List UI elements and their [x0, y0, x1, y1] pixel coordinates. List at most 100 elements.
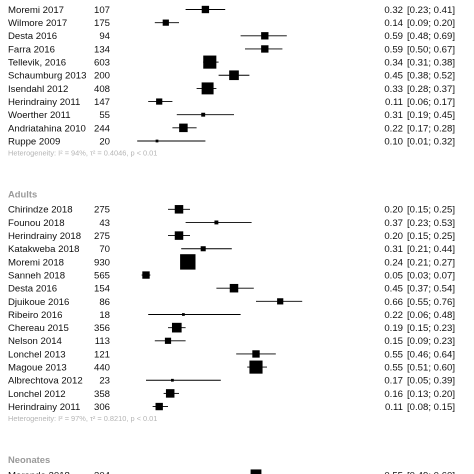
point-estimate-box	[214, 220, 219, 225]
point-estimate-box	[252, 350, 260, 358]
study-name: Wilmore 2017	[8, 18, 67, 29]
confidence-interval-text: [0.17; 0.28]	[407, 123, 455, 134]
study-sample-size: 55	[99, 110, 110, 121]
point-estimate-box	[155, 402, 163, 411]
confidence-interval-text: [0.23; 0.53]	[407, 218, 455, 229]
confidence-interval-text: [0.38; 0.52]	[407, 71, 455, 82]
study-sample-size: 23	[99, 376, 110, 387]
point-estimate-box	[249, 360, 263, 374]
point-estimate-box	[229, 283, 239, 293]
study-sample-size: 43	[99, 218, 110, 229]
point-estimate-box	[261, 45, 269, 53]
estimate-value: 0.59	[384, 31, 403, 42]
confidence-interval-text: [0.05; 0.39]	[407, 376, 455, 387]
estimate-value: 0.66	[384, 297, 403, 308]
estimate-value: 0.32	[384, 5, 403, 16]
point-estimate-box	[179, 123, 188, 133]
study-sample-size: 244	[94, 123, 111, 134]
confidence-interval-text: [0.51; 0.60]	[407, 363, 455, 374]
study-name: Chirindze 2018	[8, 205, 73, 216]
study-name: Lonchel 2013	[8, 349, 66, 360]
study-name: Nelson 2014	[8, 336, 63, 347]
study-sample-size: 275	[94, 231, 110, 242]
estimate-value: 0.45	[384, 284, 403, 295]
estimate-value: 0.45	[384, 71, 403, 82]
point-estimate-box	[201, 82, 214, 95]
confidence-interval-text: [0.48; 0.69]	[407, 31, 455, 42]
study-name: Ribeiro 2016	[8, 310, 62, 321]
confidence-interval-text: [0.49; 0.60]	[407, 470, 455, 474]
point-estimate-box	[250, 469, 262, 474]
study-sample-size: 20	[99, 136, 110, 147]
study-name: Katakweba 2018	[8, 244, 79, 255]
point-estimate-box	[156, 98, 163, 105]
study-sample-size: 275	[94, 205, 110, 216]
confidence-interval-text: [0.21; 0.44]	[407, 244, 455, 255]
study-name: Desta 2016	[8, 284, 57, 295]
study-sample-size: 306	[94, 402, 110, 413]
confidence-interval-text: [0.31; 0.38]	[407, 58, 455, 69]
confidence-interval-text: [0.15; 0.25]	[407, 205, 455, 216]
study-name: Lonchel 2012	[8, 389, 66, 400]
estimate-value: 0.37	[384, 218, 403, 229]
estimate-value: 0.33	[384, 84, 403, 95]
point-estimate-box	[180, 254, 196, 270]
estimate-value: 0.16	[384, 389, 403, 400]
study-name: Tellevik, 2016	[8, 58, 66, 69]
study-sample-size: 147	[94, 97, 110, 108]
heterogeneity-statistic: Heterogeneity: I² = 94%, τ² = 0.4046, p …	[8, 148, 157, 157]
confidence-interval-text: [0.19; 0.45]	[407, 110, 455, 121]
estimate-value: 0.31	[384, 244, 403, 255]
estimate-value: 0.10	[384, 136, 403, 147]
study-sample-size: 113	[95, 336, 110, 347]
study-name: Herindrainy 2018	[8, 231, 81, 242]
study-sample-size: 408	[94, 84, 110, 95]
study-name: Herindrainy 2011	[8, 97, 80, 108]
study-name: Isendahl 2012	[8, 84, 68, 95]
estimate-value: 0.14	[384, 18, 403, 29]
point-estimate-box	[182, 313, 185, 316]
point-estimate-box	[164, 337, 172, 344]
study-name: Moremi 2017	[8, 5, 64, 16]
estimate-value: 0.15	[384, 336, 403, 347]
point-estimate-box	[261, 32, 269, 40]
point-estimate-box	[174, 205, 184, 214]
subgroup-label: Neonates	[8, 454, 50, 465]
study-sample-size: 358	[94, 389, 110, 400]
study-sample-size: 134	[94, 44, 111, 55]
estimate-value: 0.11	[385, 97, 403, 108]
confidence-interval-text: [0.09; 0.20]	[407, 18, 455, 29]
study-name: Magoue 2013	[8, 363, 67, 374]
study-sample-size: 304	[94, 470, 111, 474]
study-sample-size: 94	[99, 31, 110, 42]
study-name: Albrechtova 2012	[8, 376, 83, 387]
estimate-value: 0.11	[385, 402, 403, 413]
point-estimate-box	[201, 112, 206, 117]
confidence-interval-text: [0.46; 0.64]	[407, 349, 455, 360]
confidence-interval-text: [0.06; 0.48]	[407, 310, 455, 321]
estimate-value: 0.17	[384, 376, 403, 387]
study-sample-size: 70	[99, 244, 110, 255]
study-name: Schaumburg 2013	[8, 71, 86, 82]
estimate-value: 0.22	[384, 310, 403, 321]
study-name: Moremi 2018	[8, 257, 64, 268]
confidence-interval-text: [0.23; 0.41]	[407, 5, 455, 16]
point-estimate-box	[162, 19, 169, 26]
study-name: Woerther 2011	[8, 110, 71, 121]
estimate-value: 0.22	[384, 123, 403, 134]
confidence-interval-text: [0.21; 0.27]	[407, 257, 455, 268]
estimate-value: 0.55	[384, 349, 403, 360]
point-estimate-box	[201, 5, 210, 14]
study-name: Founou 2018	[8, 218, 65, 229]
study-sample-size: 565	[94, 270, 110, 281]
confidence-interval-text: [0.15; 0.25]	[407, 231, 455, 242]
study-sample-size: 356	[94, 323, 110, 334]
estimate-value: 0.20	[384, 231, 403, 242]
estimate-value: 0.55	[384, 470, 403, 474]
estimate-value: 0.55	[384, 363, 403, 374]
estimate-value: 0.20	[384, 205, 403, 216]
confidence-interval-text: [0.55; 0.76]	[407, 297, 455, 308]
study-sample-size: 154	[94, 284, 111, 295]
study-name: Herindrainy 2011	[8, 402, 80, 413]
